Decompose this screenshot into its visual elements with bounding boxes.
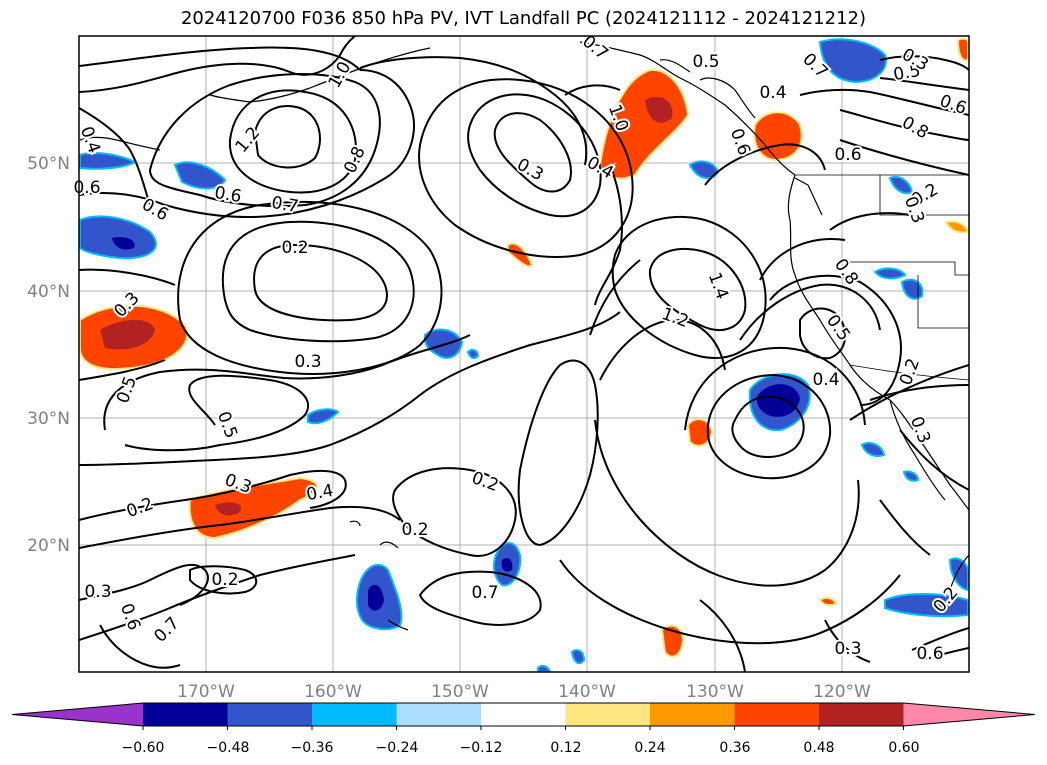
latitude-labels: 50°N 40°N 30°N 20°N (27, 154, 70, 556)
shade-positive-3-core (645, 96, 673, 123)
coastlines (79, 41, 969, 631)
lat-label-20n: 20°N (27, 536, 70, 556)
contour-label: 0.4 (759, 83, 786, 103)
shade-positive-3 (598, 68, 690, 180)
colorbar-tick-label: −0.12 (460, 740, 503, 756)
colorbar-tick-label: −0.36 (291, 740, 334, 756)
shade-negative-19 (948, 557, 969, 592)
contour-label: 0.7 (471, 583, 498, 603)
colorbar-extend-left (12, 703, 143, 726)
colorbar-tick-labels: −0.60 −0.48 −0.36 −0.24 −0.12 0.12 0.24 … (122, 740, 920, 756)
shade-positive-8 (956, 37, 969, 62)
colorbar-tick-label: 0.36 (719, 740, 750, 756)
colorbar-segment (650, 703, 735, 726)
shade-positive-2-core (215, 502, 241, 516)
colorbar-tick-label: 0.24 (634, 740, 665, 756)
shade-positive-10 (944, 220, 969, 234)
colorbar-segment (227, 703, 313, 726)
colorbar-segment (396, 703, 482, 726)
shade-negative-5 (307, 408, 340, 425)
lon-label-160w: 160°W (304, 682, 362, 702)
lon-label-170w: 170°W (177, 682, 235, 702)
shade-negative-20 (537, 664, 552, 672)
shade-negative-3 (173, 161, 227, 190)
shade-negative-13 (900, 278, 924, 300)
shade-positive-7 (660, 624, 685, 658)
colorbar-tick-label: 0.12 (550, 740, 581, 756)
colorbar-tick-label: −0.60 (122, 740, 165, 756)
colorbar (11, 702, 1036, 730)
colorbar-tick-label: −0.24 (376, 740, 419, 756)
colorbar-segment (565, 703, 651, 726)
shade-negative-1-core (112, 237, 135, 250)
shade-negative-15 (860, 442, 886, 458)
contour-label: 0.2 (211, 570, 238, 590)
shade-negative-9 (818, 38, 887, 84)
colorbar-tick-label: −0.48 (207, 740, 250, 756)
shade-positive-9 (818, 596, 838, 607)
shade-negative-4 (423, 328, 464, 359)
colorbar-segment (312, 703, 397, 726)
lat-label-50n: 50°N (27, 154, 70, 174)
contour-label: 0.4 (305, 481, 335, 505)
shade-positive-1-core (100, 319, 155, 350)
contour-label: 0.6 (916, 644, 943, 664)
contour-label: 0.6 (73, 178, 100, 198)
colorbar-tick-label: 0.60 (888, 740, 919, 756)
longitude-labels: 170°W 160°W 150°W 140°W 130°W 120°W (177, 682, 871, 702)
colorbar-extend-right (903, 703, 1035, 726)
shade-negative-17 (570, 649, 586, 665)
shade-negative-8-core (501, 558, 513, 572)
shade-positive-6 (507, 242, 534, 268)
contour-label: 0.6 (834, 145, 861, 165)
shade-negative-18 (466, 348, 480, 360)
colorbar-segment (143, 703, 228, 726)
shade-negative-10 (884, 593, 969, 618)
colorbar-segment (481, 703, 566, 726)
contour-label: 0.4 (812, 370, 839, 390)
shade-negative-14 (888, 176, 914, 195)
contour-label: 0.2 (281, 238, 308, 258)
map-frame (78, 35, 970, 673)
lon-label-130w: 130°W (686, 682, 744, 702)
contour-label: 0.3 (84, 582, 111, 602)
pv-contours (79, 36, 969, 672)
lon-label-120w: 120°W (813, 682, 871, 702)
lon-label-150w: 150°W (431, 682, 489, 702)
shade-negative-12 (873, 267, 907, 280)
shade-negative-7-core (368, 584, 384, 611)
colorbar-segment (734, 703, 820, 726)
contour-label: 0.3 (834, 639, 861, 659)
lat-label-30n: 30°N (27, 409, 70, 429)
colorbar-segment (819, 703, 904, 726)
contour-label: 0.3 (294, 352, 321, 372)
shade-negative-6-core (756, 384, 800, 417)
shade-negative-16 (902, 470, 920, 482)
gridlines (79, 36, 969, 672)
contour-label: 0.2 (401, 520, 428, 540)
shade-positive-4 (753, 111, 803, 162)
contour-label: 0.5 (692, 52, 719, 72)
colorbar-tick-label: 0.48 (803, 740, 834, 756)
lon-label-140w: 140°W (558, 682, 616, 702)
lat-label-40n: 40°N (27, 282, 70, 302)
map-title: 2024120700 F036 850 hPa PV, IVT Landfall… (180, 8, 867, 29)
shade-positive-5 (686, 418, 714, 447)
